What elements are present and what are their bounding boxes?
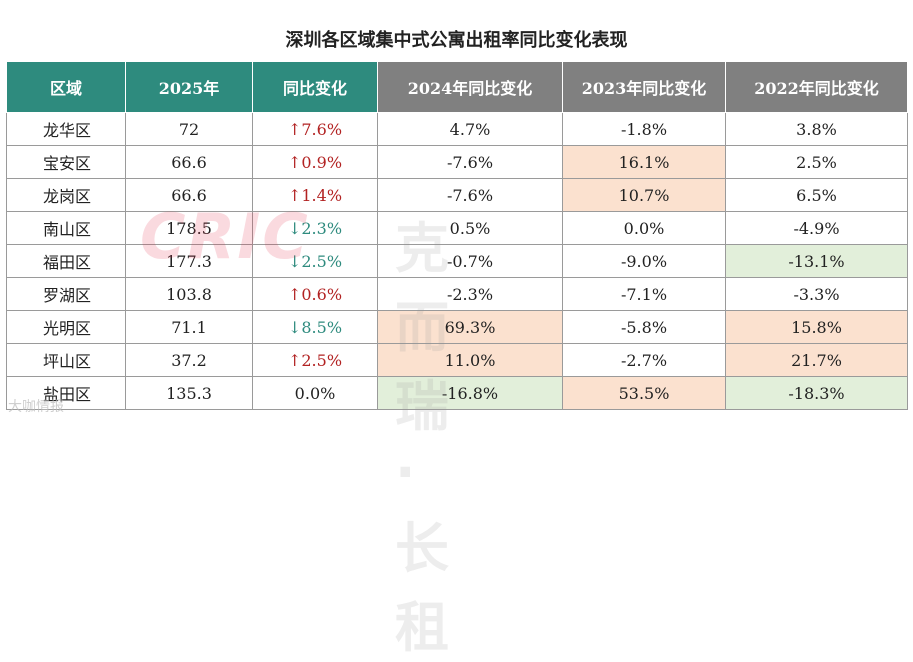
column-header-district: 区域 xyxy=(6,61,126,113)
cell-2023-yoy: 10.7% xyxy=(562,178,726,212)
column-header-2023-yoy: 2023年同比变化 xyxy=(562,61,726,113)
table-body: 龙华区 72 ↑7.6% 4.7% -1.8% 3.8% 宝安区 66.6 ↑0.9% -7.6%… xyxy=(6,112,908,410)
header-row: 区域 2025年 同比变化 2024年同比变化 2023年同比变化 2022年同… xyxy=(6,61,908,113)
cell-2025: 103.8 xyxy=(125,277,253,311)
cell-2023-yoy: -9.0% xyxy=(562,244,726,278)
cell-2023-yoy: 16.1% xyxy=(562,145,726,179)
table-row: 福田区 177.3 ↓2.5% -0.7% -9.0% -13.1% xyxy=(6,244,908,278)
cell-2024-yoy: 11.0% xyxy=(377,343,563,377)
cell-2024-yoy: -2.3% xyxy=(377,277,563,311)
data-table: 区域 2025年 同比变化 2024年同比变化 2023年同比变化 2022年同… xyxy=(6,61,908,410)
cell-2024-yoy: 0.5% xyxy=(377,211,563,245)
cell-2022-yoy: -13.1% xyxy=(725,244,908,278)
cell-2022-yoy: 3.8% xyxy=(725,112,908,146)
cell-2025: 177.3 xyxy=(125,244,253,278)
cell-district: 龙华区 xyxy=(6,112,126,146)
cell-2023-yoy: -2.7% xyxy=(562,343,726,377)
column-header-2022-yoy: 2022年同比变化 xyxy=(725,61,908,113)
cell-2024-yoy: 4.7% xyxy=(377,112,563,146)
column-header-2024-yoy: 2024年同比变化 xyxy=(377,61,563,113)
cell-district: 宝安区 xyxy=(6,145,126,179)
cell-2025: 66.6 xyxy=(125,178,253,212)
table-row: 坪山区 37.2 ↑2.5% 11.0% -2.7% 21.7% xyxy=(6,343,908,377)
cell-yoy: ↑1.4% xyxy=(252,178,378,212)
cell-2023-yoy: -5.8% xyxy=(562,310,726,344)
table-row: 罗湖区 103.8 ↑0.6% -2.3% -7.1% -3.3% xyxy=(6,277,908,311)
column-header-2025: 2025年 xyxy=(125,61,253,113)
table-row: 南山区 178.5 ↓2.3% 0.5% 0.0% -4.9% xyxy=(6,211,908,245)
cell-2025: 66.6 xyxy=(125,145,253,179)
cell-2024-yoy: -0.7% xyxy=(377,244,563,278)
cell-yoy: ↓8.5% xyxy=(252,310,378,344)
cell-2022-yoy: -18.3% xyxy=(725,376,908,410)
table-row: 光明区 71.1 ↓8.5% 69.3% -5.8% 15.8% xyxy=(6,310,908,344)
cell-2024-yoy: 69.3% xyxy=(377,310,563,344)
cell-2024-yoy: -16.8% xyxy=(377,376,563,410)
table-row: 宝安区 66.6 ↑0.9% -7.6% 16.1% 2.5% xyxy=(6,145,908,179)
table-row: 龙华区 72 ↑7.6% 4.7% -1.8% 3.8% xyxy=(6,112,908,146)
table-row: 盐田区 135.3 0.0% -16.8% 53.5% -18.3% xyxy=(6,376,908,410)
table-row: 龙岗区 66.6 ↑1.4% -7.6% 10.7% 6.5% xyxy=(6,178,908,212)
cell-2024-yoy: -7.6% xyxy=(377,178,563,212)
column-header-yoy: 同比变化 xyxy=(252,61,378,113)
cell-2022-yoy: 6.5% xyxy=(725,178,908,212)
cell-district: 南山区 xyxy=(6,211,126,245)
cell-2022-yoy: 21.7% xyxy=(725,343,908,377)
cell-2025: 178.5 xyxy=(125,211,253,245)
cell-2023-yoy: 0.0% xyxy=(562,211,726,245)
cell-district: 福田区 xyxy=(6,244,126,278)
cell-yoy: ↑2.5% xyxy=(252,343,378,377)
cell-yoy: 0.0% xyxy=(252,376,378,410)
cell-2022-yoy: 15.8% xyxy=(725,310,908,344)
cell-district: 罗湖区 xyxy=(6,277,126,311)
cell-yoy: ↓2.5% xyxy=(252,244,378,278)
cell-yoy: ↑0.6% xyxy=(252,277,378,311)
cell-district: 坪山区 xyxy=(6,343,126,377)
cell-2023-yoy: -1.8% xyxy=(562,112,726,146)
cell-2022-yoy: -4.9% xyxy=(725,211,908,245)
cell-district: 龙岗区 xyxy=(6,178,126,212)
cell-2023-yoy: 53.5% xyxy=(562,376,726,410)
cell-2025: 71.1 xyxy=(125,310,253,344)
cell-2025: 135.3 xyxy=(125,376,253,410)
cell-2023-yoy: -7.1% xyxy=(562,277,726,311)
cell-2024-yoy: -7.6% xyxy=(377,145,563,179)
cell-yoy: ↑7.6% xyxy=(252,112,378,146)
cell-2022-yoy: -3.3% xyxy=(725,277,908,311)
cell-district: 光明区 xyxy=(6,310,126,344)
cell-yoy: ↑0.9% xyxy=(252,145,378,179)
cell-yoy: ↓2.3% xyxy=(252,211,378,245)
cell-2025: 37.2 xyxy=(125,343,253,377)
cell-2022-yoy: 2.5% xyxy=(725,145,908,179)
cell-district: 盐田区 xyxy=(6,376,126,410)
chart-title: 深圳各区域集中式公寓出租率同比变化表现 xyxy=(285,30,628,51)
cell-2025: 72 xyxy=(125,112,253,146)
corner-watermark: 大咖情报 xyxy=(8,399,64,415)
